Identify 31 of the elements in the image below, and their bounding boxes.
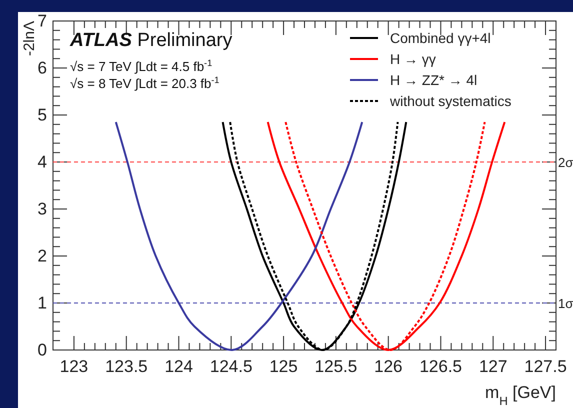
legend-label: without systematics [389,93,512,109]
x-tick-label: 123 [60,357,88,376]
y-tick-label: 6 [38,58,47,78]
y-tick-label: 2 [38,246,47,266]
x-tick-label: 125.5 [314,357,358,376]
line-series [266,121,506,351]
x-tick-label: 125 [269,357,298,376]
ref-line-label: 1σ [558,296,573,311]
y-tick-label: 1 [38,293,47,312]
x-tick-label: 124.5 [210,357,252,376]
line-series [114,121,364,351]
y-tick-label: 4 [38,152,47,172]
x-tick-label: 126 [374,357,403,376]
y-axis-title: -2lnΛ [21,21,38,56]
x-axis-title: m$_{H}$ [GeV] [485,383,556,408]
x-tick-label: 126.5 [419,357,462,376]
x-tick-label: 123.5 [105,357,148,376]
x-tick-label: 127 [478,357,508,376]
y-tick-label: 7 [38,11,47,30]
legend-label: Combined γγ+4l [390,30,491,46]
x-tick-label: 127.5 [524,357,567,376]
ref-line-label: 2σ [558,155,573,170]
y-tick-label: 3 [38,199,47,218]
annotation: √s = 8 TeV ∫Ldt = 20.3 fb$^{-1}$ [70,75,220,91]
annotation: √s = 7 TeV ∫Ldt = 4.5 fb$^{-1}$ [70,58,212,74]
x-tick-label: 124 [164,357,193,376]
legend-label: H → ZZ* → 4l [390,72,478,88]
legend-label: H → γγ [390,51,436,67]
annotation: ATLAS Preliminary [69,30,233,51]
y-tick-label: 0 [38,340,47,360]
y-tick-label: 5 [38,105,47,124]
